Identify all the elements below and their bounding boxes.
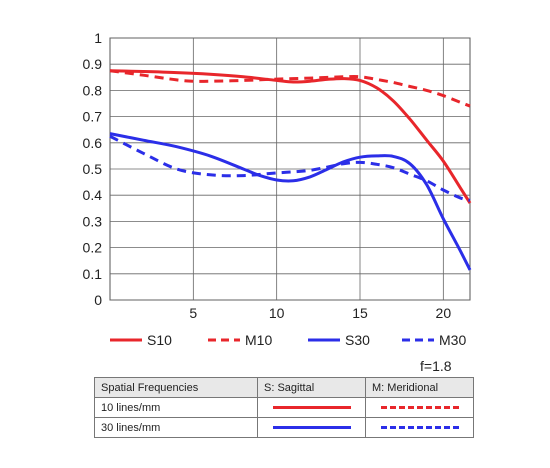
row-label-30: 30 lines/mm: [94, 417, 258, 438]
y-tick-label: 0.5: [83, 161, 103, 177]
swatch-m10-cell: [365, 397, 474, 418]
header-spatial-frequencies: Spatial Frequencies: [94, 377, 258, 398]
legend-row-30: 30 lines/mm: [94, 417, 474, 438]
series-legend: S10 M10 S30 M30: [110, 332, 466, 348]
swatch-s10-cell: [257, 397, 366, 418]
y-tick-label: 0.8: [83, 82, 103, 98]
y-tick-label: 0.3: [83, 213, 103, 229]
x-tick-label: 5: [189, 305, 197, 321]
legend-label-m30: M30: [439, 332, 466, 348]
legend-label-s30: S30: [345, 332, 370, 348]
y-tick-label: 1: [94, 30, 102, 46]
x-tick-labels: 5 10 15 20: [189, 305, 451, 321]
series-line-s30: [109, 132, 472, 271]
swatch-m30-cell: [365, 417, 474, 438]
legend-table-header: Spatial Frequencies S: Sagittal M: Merid…: [94, 377, 474, 398]
series-line-m10: [109, 69, 471, 108]
legend-row-10: 10 lines/mm: [94, 397, 474, 418]
x-tick-label: 15: [352, 305, 368, 321]
y-tick-label: 0.4: [83, 187, 103, 203]
s10-solid-swatch: [272, 406, 351, 409]
y-tick-label: 0.6: [83, 135, 103, 151]
legend-label-m10: M10: [245, 332, 272, 348]
x-tick-label: 10: [269, 305, 285, 321]
mtf-chart: 0 0.1 0.2 0.3 0.4 0.5 0.6 0.7 0.8 0.9 1 5 10 15 20 S1…: [83, 30, 472, 348]
header-sagittal: S: Sagittal: [257, 377, 366, 398]
legend-label-s10: S10: [147, 332, 172, 348]
aperture-note: f=1.8: [420, 358, 452, 374]
y-tick-label: 0.9: [83, 56, 103, 72]
y-tick-label: 0: [94, 292, 102, 308]
swatch-s30-cell: [257, 417, 366, 438]
series-lines: [109, 69, 472, 271]
y-tick-label: 0.7: [83, 109, 103, 125]
x-tick-label: 20: [436, 305, 452, 321]
m30-dashed-swatch: [380, 426, 459, 429]
s30-solid-swatch: [272, 426, 351, 429]
y-tick-label: 0.1: [83, 266, 103, 282]
series-line-s10: [109, 69, 472, 204]
legend-table: Spatial Frequencies S: Sagittal M: Merid…: [94, 377, 474, 438]
header-meridional: M: Meridional: [365, 377, 474, 398]
series-line-m30: [109, 134, 471, 202]
y-tick-label: 0.2: [83, 240, 103, 256]
y-tick-labels: 0 0.1 0.2 0.3 0.4 0.5 0.6 0.7 0.8 0.9 1: [83, 30, 103, 308]
row-label-10: 10 lines/mm: [94, 397, 258, 418]
m10-dashed-swatch: [380, 406, 459, 409]
